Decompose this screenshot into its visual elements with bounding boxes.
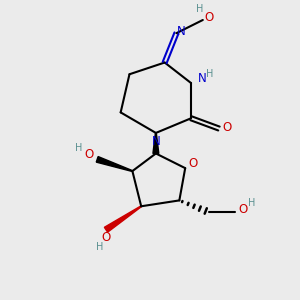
Text: H: H (206, 69, 214, 79)
Text: N: N (152, 135, 160, 148)
Text: H: H (96, 242, 104, 252)
Text: O: O (205, 11, 214, 24)
Text: O: O (239, 203, 248, 216)
Text: H: H (248, 198, 255, 208)
Text: N: N (198, 72, 207, 85)
Text: O: O (223, 121, 232, 134)
Polygon shape (104, 206, 141, 232)
Text: O: O (101, 232, 111, 244)
Text: N: N (176, 25, 185, 38)
Polygon shape (153, 133, 159, 154)
Text: O: O (189, 157, 198, 170)
Text: H: H (196, 4, 203, 14)
Polygon shape (96, 157, 133, 172)
Text: O: O (84, 148, 94, 160)
Text: H: H (75, 143, 83, 153)
